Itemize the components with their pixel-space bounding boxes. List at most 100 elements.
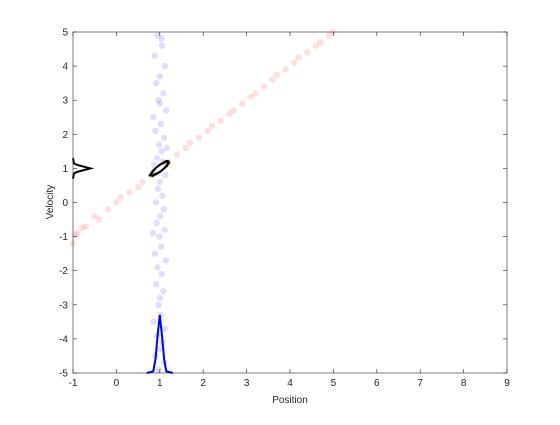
point xyxy=(150,161,158,169)
y-tick-label: 3 xyxy=(62,96,68,107)
point xyxy=(161,325,169,332)
curve xyxy=(148,159,171,177)
point xyxy=(282,66,289,73)
point xyxy=(252,90,259,97)
point xyxy=(154,185,162,193)
y-tick-label: 2 xyxy=(62,130,68,141)
point xyxy=(317,39,324,46)
point xyxy=(160,134,168,141)
point xyxy=(186,139,194,147)
point xyxy=(160,206,167,213)
point xyxy=(157,243,165,251)
plot-area xyxy=(73,32,507,373)
point xyxy=(239,100,246,107)
point xyxy=(155,97,162,104)
point xyxy=(173,151,181,158)
point xyxy=(153,281,160,288)
x-tick-label: 9 xyxy=(504,378,510,389)
point xyxy=(161,226,168,233)
point xyxy=(153,219,160,227)
point xyxy=(226,110,233,118)
point xyxy=(156,178,163,186)
point xyxy=(158,42,166,49)
point xyxy=(157,120,164,128)
x-tick-label: 3 xyxy=(244,378,250,389)
point xyxy=(155,141,163,148)
point xyxy=(149,229,157,237)
point xyxy=(204,127,211,135)
point xyxy=(152,127,159,135)
point xyxy=(208,122,216,129)
point xyxy=(153,154,161,162)
curve xyxy=(146,314,174,374)
point xyxy=(95,216,103,223)
y-tick-label: 1 xyxy=(62,164,68,175)
y-tick-label: 5 xyxy=(62,28,68,39)
point xyxy=(158,148,165,155)
point xyxy=(304,49,311,56)
y-tick-label: 4 xyxy=(62,62,68,73)
x-axis-label: Position xyxy=(272,395,308,406)
point xyxy=(151,250,159,257)
point xyxy=(159,192,166,199)
point xyxy=(247,93,255,100)
y-tick-label: -5 xyxy=(59,369,68,380)
point xyxy=(150,114,157,121)
point xyxy=(134,183,142,191)
point xyxy=(269,76,276,83)
curve xyxy=(72,158,95,179)
x-tick-label: 0 xyxy=(114,378,120,389)
point xyxy=(151,52,158,60)
point xyxy=(160,90,167,97)
point xyxy=(156,345,163,353)
point xyxy=(156,294,163,302)
x-tick-label: 6 xyxy=(374,378,380,389)
point xyxy=(158,35,165,43)
point xyxy=(156,233,163,240)
point xyxy=(153,79,160,87)
point xyxy=(182,144,190,152)
point xyxy=(91,212,98,220)
point xyxy=(156,73,163,80)
point xyxy=(260,83,268,90)
x-tick-label: 8 xyxy=(461,378,467,389)
curve xyxy=(154,164,165,173)
y-tick-label: 0 xyxy=(62,198,68,209)
point xyxy=(160,287,167,295)
point xyxy=(163,107,170,114)
point xyxy=(158,270,166,278)
point xyxy=(126,189,133,196)
point xyxy=(74,229,81,237)
point xyxy=(230,107,237,114)
point xyxy=(163,144,170,152)
point xyxy=(325,32,333,39)
point xyxy=(156,100,163,107)
point xyxy=(139,178,146,186)
point xyxy=(312,42,320,49)
point xyxy=(155,366,163,373)
point xyxy=(154,32,161,39)
y-tick-label: -4 xyxy=(59,334,68,345)
x-tick-label: 7 xyxy=(417,378,423,389)
point xyxy=(162,172,169,179)
point xyxy=(295,54,302,61)
x-tick-label: 5 xyxy=(331,378,337,389)
point xyxy=(155,301,162,308)
point xyxy=(217,117,224,124)
y-tick-label: -1 xyxy=(59,232,68,243)
y-tick-label: -3 xyxy=(59,300,68,311)
x-tick-label: 4 xyxy=(287,378,293,389)
point xyxy=(161,62,169,70)
point xyxy=(82,223,90,230)
point xyxy=(78,224,85,232)
point xyxy=(162,257,170,264)
point xyxy=(157,212,164,220)
point xyxy=(152,199,160,206)
y-axis-label: Velocity xyxy=(45,185,56,219)
x-tick-label: 2 xyxy=(200,378,206,389)
x-tick-label: 1 xyxy=(157,378,163,389)
point xyxy=(154,264,161,271)
point xyxy=(195,134,203,141)
